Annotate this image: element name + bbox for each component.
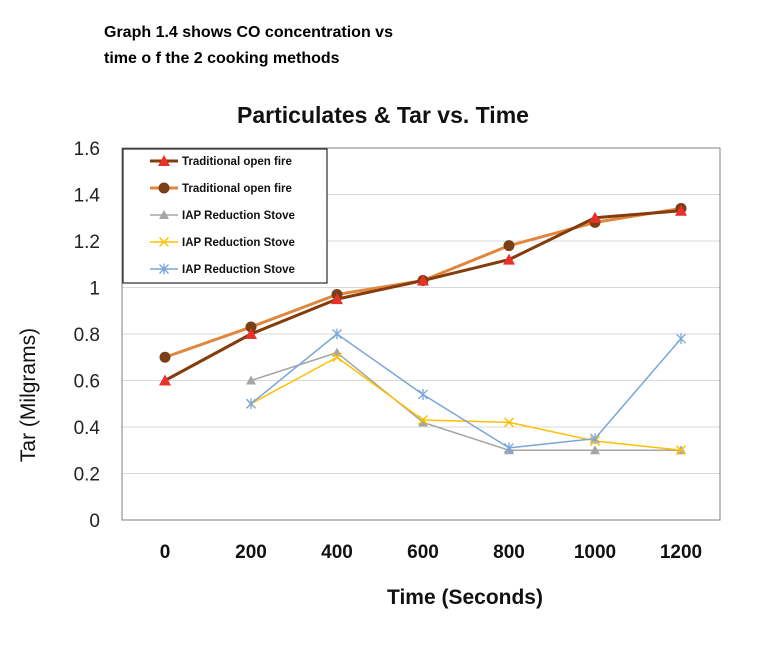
triangle-marker <box>590 445 600 455</box>
triangle-marker <box>332 347 342 357</box>
data-point <box>159 351 171 363</box>
data-point <box>675 204 687 216</box>
triangle-marker <box>159 374 171 386</box>
y-axis-ticks: 0 0.2 0.4 0.6 0.8 1 1.2 1.4 1.6 <box>74 139 101 532</box>
y-tick-label: 0.6 <box>74 372 100 393</box>
data-point <box>246 398 256 410</box>
circle-marker <box>503 240 515 252</box>
x-marker-stroke <box>675 445 687 456</box>
x-tick-label: 0 <box>160 542 171 563</box>
data-point <box>331 293 343 305</box>
data-point <box>590 445 600 455</box>
x-marker-stroke <box>331 352 343 363</box>
legend-label: IAP Reduction Stove <box>182 210 295 222</box>
y-tick-label: 1.2 <box>74 232 100 253</box>
circle-marker <box>245 321 257 333</box>
triangle-marker <box>331 293 343 305</box>
legend-label: Traditional open fire <box>182 156 292 168</box>
x-tick-label: 1000 <box>574 542 616 563</box>
data-point <box>245 321 257 333</box>
plot-area <box>121 147 721 521</box>
data-point <box>676 333 686 345</box>
legend-swatch-marker <box>158 236 170 248</box>
data-point <box>675 445 687 456</box>
triangle-marker <box>503 253 515 265</box>
series-group <box>159 202 687 456</box>
data-point <box>590 433 600 445</box>
x-tick-label: 200 <box>235 542 267 563</box>
legend-swatch-marker <box>159 210 169 219</box>
x-tick-label: 800 <box>493 542 525 563</box>
legend-item: IAP Reduction Stove <box>150 236 295 249</box>
data-point <box>418 388 428 400</box>
data-point <box>417 274 429 286</box>
x-marker-stroke <box>503 417 515 428</box>
y-tick-label: 0.4 <box>74 418 101 439</box>
x-tick-label: 1200 <box>660 542 702 563</box>
x-tick-label: 600 <box>407 542 439 563</box>
series-2 <box>246 347 686 455</box>
legend-label: Traditional open fire <box>182 183 292 195</box>
legend-swatch-marker <box>158 155 170 166</box>
triangle-marker <box>159 210 169 219</box>
legend-swatch-marker <box>158 182 170 194</box>
series-4 <box>246 328 686 454</box>
circle-marker <box>159 351 171 363</box>
data-point <box>245 328 257 339</box>
legend-swatch-marker <box>159 263 169 275</box>
triangle-marker <box>417 274 429 286</box>
triangle-marker <box>589 211 601 223</box>
legend-label: IAP Reduction Stove <box>182 264 295 276</box>
data-point <box>417 414 429 426</box>
legend-item: Traditional open fire <box>150 155 292 168</box>
series-0 <box>159 204 687 386</box>
legend-label: IAP Reduction Stove <box>182 237 295 249</box>
x-axis-label: Time (Seconds) <box>387 586 543 609</box>
triangle-marker <box>245 328 257 339</box>
caption-line-1: Graph 1.4 shows CO concentration vs <box>104 24 393 41</box>
series-line <box>250 333 682 449</box>
x-marker-stroke <box>417 414 429 426</box>
x-tick-label: 400 <box>321 542 353 563</box>
y-tick-label: 0.2 <box>74 465 100 486</box>
y-tick-label: 1 <box>89 279 100 300</box>
data-point <box>503 417 515 428</box>
data-point <box>589 211 601 223</box>
triangle-marker <box>246 375 256 385</box>
y-tick-label: 0 <box>89 511 100 532</box>
series-line <box>250 351 681 451</box>
triangle-marker <box>675 204 687 216</box>
y-axis-label: Tar (Milgrams) <box>17 328 40 462</box>
data-point <box>246 375 256 385</box>
caption-line-2: time o f the 2 cooking methods <box>104 50 340 67</box>
x-marker-stroke <box>158 236 170 248</box>
legend-box <box>122 148 328 284</box>
triangle-marker <box>158 155 170 166</box>
data-point <box>331 352 343 363</box>
y-tick-label: 1.4 <box>74 186 101 207</box>
legend-item: IAP Reduction Stove <box>150 263 295 276</box>
series-3 <box>245 352 687 456</box>
data-point <box>418 417 428 427</box>
x-axis-ticks: 0 200 400 600 800 1000 1200 <box>160 542 702 563</box>
data-point <box>503 240 515 252</box>
y-tick-label: 1.6 <box>74 139 100 160</box>
legend-item: IAP Reduction Stove <box>150 210 295 222</box>
data-point <box>332 328 342 340</box>
legend-item: Traditional open fire <box>150 182 292 195</box>
figure-caption: Graph 1.4 shows CO concentration vs time… <box>104 20 393 72</box>
data-point <box>503 253 515 265</box>
data-point <box>332 347 342 357</box>
y-tick-label: 0.8 <box>74 325 100 346</box>
triangle-marker <box>418 417 428 427</box>
data-point <box>504 442 514 454</box>
chart-title: Particulates & Tar vs. Time <box>237 102 529 128</box>
legend: Traditional open fire Traditional open fi… <box>122 148 328 284</box>
data-point <box>159 374 171 386</box>
circle-marker <box>158 182 170 194</box>
